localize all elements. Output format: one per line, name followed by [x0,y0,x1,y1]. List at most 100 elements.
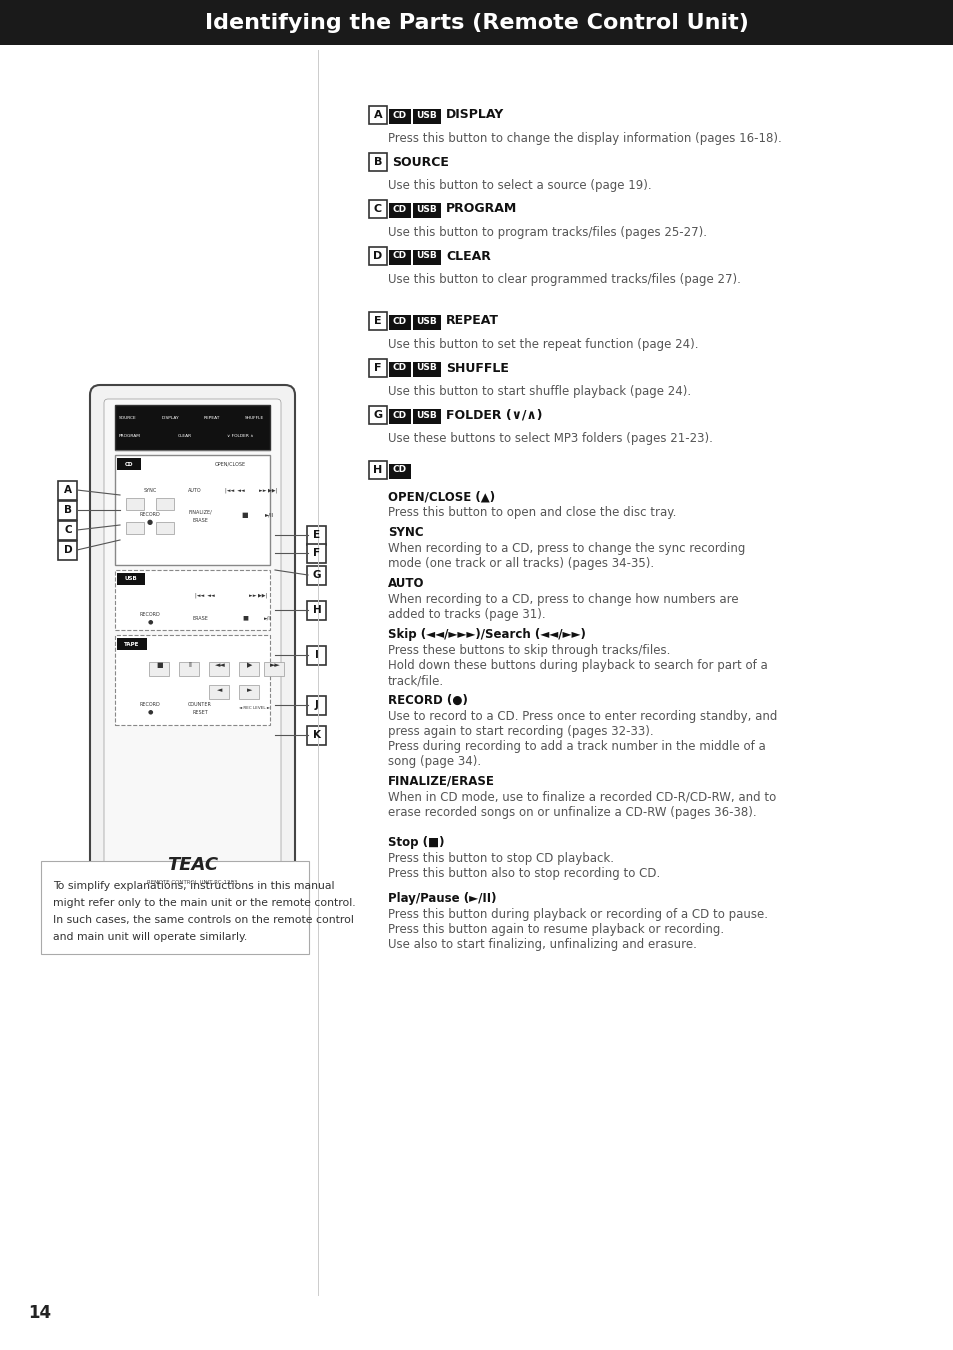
Text: ◄: ◄ [217,687,222,693]
Text: Press this button again to resume playback or recording.: Press this button again to resume playba… [388,923,723,936]
FancyBboxPatch shape [369,312,387,329]
Text: Identifying the Parts (Remote Control Unit): Identifying the Parts (Remote Control Un… [205,14,748,32]
Text: CD: CD [393,466,407,474]
Text: CD: CD [393,363,407,373]
Text: USB: USB [125,576,137,582]
FancyBboxPatch shape [369,406,387,424]
Text: G: G [373,410,382,420]
Text: J: J [314,701,318,710]
FancyBboxPatch shape [126,522,144,535]
Text: E: E [314,531,320,540]
Text: ■: ■ [241,512,248,518]
Text: |◄◄  ◄◄: |◄◄ ◄◄ [225,487,245,493]
FancyBboxPatch shape [58,481,77,500]
FancyBboxPatch shape [389,108,411,123]
Text: AUTO: AUTO [188,487,202,493]
Text: In such cases, the same controls on the remote control: In such cases, the same controls on the … [53,915,354,925]
Text: ●: ● [147,518,152,525]
FancyBboxPatch shape [307,525,326,544]
Text: CD: CD [393,204,407,213]
Text: might refer only to the main unit or the remote control.: might refer only to the main unit or the… [53,898,355,909]
FancyBboxPatch shape [369,359,387,377]
FancyBboxPatch shape [307,645,326,664]
Text: CD: CD [393,316,407,325]
Text: PROGRAM: PROGRAM [446,202,517,216]
Text: ERASE: ERASE [192,517,208,522]
Text: FINALIZE/ERASE: FINALIZE/ERASE [388,775,495,788]
Text: ERASE: ERASE [192,616,208,621]
Text: SYNC: SYNC [143,487,156,493]
FancyBboxPatch shape [307,725,326,744]
Text: REPEAT: REPEAT [204,416,220,420]
Text: and main unit will operate similarly.: and main unit will operate similarly. [53,931,247,942]
Text: Press this button to stop CD playback.: Press this button to stop CD playback. [388,852,614,865]
FancyBboxPatch shape [126,498,144,510]
FancyBboxPatch shape [58,501,77,520]
Text: Press this button to open and close the disc tray.: Press this button to open and close the … [388,506,676,518]
Text: USB: USB [416,204,436,213]
Text: ►► ▶▶|: ►► ▶▶| [258,487,276,493]
FancyBboxPatch shape [389,409,411,424]
Text: B: B [64,505,71,514]
FancyBboxPatch shape [389,315,411,329]
FancyBboxPatch shape [117,639,147,649]
Text: Press this button also to stop recording to CD.: Press this button also to stop recording… [388,867,659,880]
Text: TAPE: TAPE [124,641,139,647]
FancyBboxPatch shape [413,362,440,377]
FancyBboxPatch shape [369,460,387,479]
FancyBboxPatch shape [115,455,270,566]
FancyBboxPatch shape [307,695,326,714]
FancyBboxPatch shape [156,498,173,510]
Text: ►/II: ►/II [264,616,272,621]
Text: PROGRAM: PROGRAM [119,433,141,437]
Text: Skip (◄◄/►►►)/Search (◄◄/►►): Skip (◄◄/►►►)/Search (◄◄/►►) [388,628,585,641]
FancyBboxPatch shape [264,662,284,676]
Text: Stop (■): Stop (■) [388,836,444,849]
Text: SOURCE: SOURCE [392,155,449,169]
FancyBboxPatch shape [115,405,270,450]
Text: A: A [374,109,382,120]
FancyBboxPatch shape [209,662,229,676]
FancyBboxPatch shape [389,202,411,217]
Text: CD: CD [393,410,407,420]
Text: Use this button to clear programmed tracks/files (page 27).: Use this button to clear programmed trac… [388,273,740,286]
Text: USB: USB [416,316,436,325]
Text: DISPLAY: DISPLAY [161,416,178,420]
Text: REPEAT: REPEAT [446,315,498,328]
Text: ●: ● [147,620,152,625]
FancyBboxPatch shape [117,572,145,585]
Text: ◄◄: ◄◄ [214,662,225,668]
Text: OPEN/CLOSE: OPEN/CLOSE [214,462,245,467]
Text: Use also to start finalizing, unfinalizing and erasure.: Use also to start finalizing, unfinalizi… [388,938,696,950]
Text: COUNTER: COUNTER [188,702,212,707]
Text: CD: CD [125,462,133,467]
Text: erase recorded songs on or unfinalize a CD-RW (pages 36-38).: erase recorded songs on or unfinalize a … [388,806,756,819]
FancyBboxPatch shape [117,458,141,470]
FancyBboxPatch shape [389,250,411,265]
Text: Use this button to set the repeat function (page 24).: Use this button to set the repeat functi… [388,338,698,351]
FancyBboxPatch shape [413,315,440,329]
Text: TEAC: TEAC [167,856,218,873]
Text: B: B [374,157,382,167]
Text: H: H [313,605,321,616]
Text: ●: ● [147,710,152,714]
Text: DISPLAY: DISPLAY [446,108,504,122]
FancyBboxPatch shape [413,202,440,217]
Text: Hold down these buttons during playback to search for part of a: Hold down these buttons during playback … [388,659,767,672]
Text: II: II [188,662,192,668]
Text: CD: CD [393,251,407,261]
FancyBboxPatch shape [307,601,326,620]
FancyBboxPatch shape [389,463,411,478]
FancyBboxPatch shape [369,153,387,171]
FancyBboxPatch shape [307,544,326,563]
Text: Press this button to change the display information (pages 16-18).: Press this button to change the display … [388,132,781,144]
FancyBboxPatch shape [0,0,953,45]
FancyBboxPatch shape [156,522,173,535]
Text: G: G [313,570,321,580]
Text: ►►: ►► [270,662,280,668]
Text: C: C [64,525,71,535]
Text: |◄◄  ◄◄: |◄◄ ◄◄ [195,593,214,598]
Text: SOURCE: SOURCE [119,416,136,420]
Text: ►► ▶▶|: ►► ▶▶| [249,593,267,598]
Text: CD: CD [393,111,407,120]
